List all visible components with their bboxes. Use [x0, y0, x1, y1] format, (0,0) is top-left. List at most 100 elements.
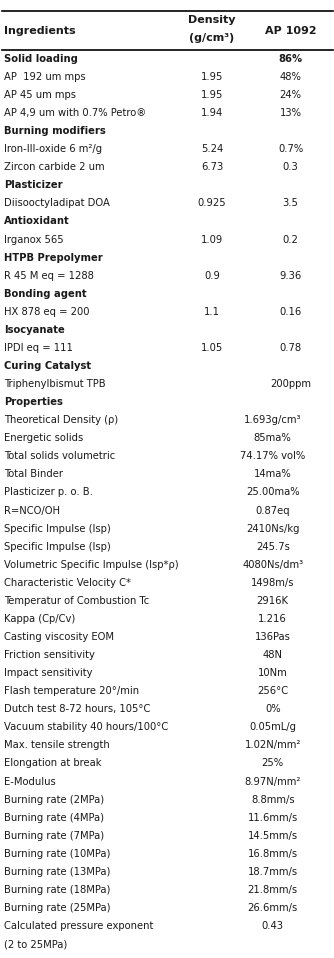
Text: AP 1092: AP 1092	[265, 26, 316, 35]
Text: 0.16: 0.16	[280, 307, 302, 317]
Text: 74.17% vol%: 74.17% vol%	[240, 451, 305, 462]
Text: (2 to 25MPa): (2 to 25MPa)	[4, 939, 67, 949]
Text: Temperatur of Combustion Tc: Temperatur of Combustion Tc	[4, 596, 149, 605]
Text: Total Binder: Total Binder	[4, 469, 63, 479]
Text: R 45 M eq = 1288: R 45 M eq = 1288	[4, 271, 94, 281]
Text: Zircon carbide 2 um: Zircon carbide 2 um	[4, 162, 105, 172]
Text: 5.24: 5.24	[201, 145, 223, 154]
Text: Dutch test 8-72 hours, 105°C: Dutch test 8-72 hours, 105°C	[4, 704, 150, 715]
Text: Specific Impulse (Isp): Specific Impulse (Isp)	[4, 541, 111, 552]
Text: 0.43: 0.43	[262, 921, 284, 931]
Text: Burning rate (2MPa): Burning rate (2MPa)	[4, 794, 104, 805]
Text: Plasticizer p. o. B.: Plasticizer p. o. B.	[4, 488, 93, 497]
Text: Vacuum stability 40 hours/100°C: Vacuum stability 40 hours/100°C	[4, 722, 168, 732]
Text: Characteristic Velocity C*: Characteristic Velocity C*	[4, 578, 131, 588]
Text: 200ppm: 200ppm	[270, 379, 311, 389]
Text: Curing Catalyst: Curing Catalyst	[4, 361, 91, 371]
Text: R=NCO/OH: R=NCO/OH	[4, 506, 60, 515]
Text: Kappa (Cp/Cv): Kappa (Cp/Cv)	[4, 614, 75, 624]
Text: Max. tensile strength: Max. tensile strength	[4, 741, 110, 750]
Text: 25.00ma%: 25.00ma%	[246, 488, 300, 497]
Text: 25%: 25%	[262, 759, 284, 768]
Text: Bonding agent: Bonding agent	[4, 288, 87, 299]
Text: 48%: 48%	[280, 72, 302, 82]
Text: 2410Ns/kg: 2410Ns/kg	[246, 524, 300, 534]
Text: Diisooctyladipat DOA: Diisooctyladipat DOA	[4, 198, 110, 209]
Text: 1.02N/mm²: 1.02N/mm²	[244, 741, 301, 750]
Text: 48N: 48N	[263, 650, 283, 660]
Text: HTPB Prepolymer: HTPB Prepolymer	[4, 253, 103, 262]
Text: 3.5: 3.5	[283, 198, 299, 209]
Text: 14.5mm/s: 14.5mm/s	[247, 831, 298, 841]
Text: 21.8mm/s: 21.8mm/s	[247, 885, 298, 895]
Text: 0.05mL/g: 0.05mL/g	[249, 722, 296, 732]
Text: Specific Impulse (Isp): Specific Impulse (Isp)	[4, 524, 111, 534]
Text: 0.2: 0.2	[283, 235, 299, 244]
Text: Total solids volumetric: Total solids volumetric	[4, 451, 115, 462]
Text: Properties: Properties	[4, 398, 63, 407]
Text: IPDI eq = 111: IPDI eq = 111	[4, 343, 73, 353]
Text: 14ma%: 14ma%	[254, 469, 292, 479]
Text: HX 878 eq = 200: HX 878 eq = 200	[4, 307, 90, 317]
Text: Impact sensitivity: Impact sensitivity	[4, 668, 93, 678]
Text: 1498m/s: 1498m/s	[251, 578, 295, 588]
Text: Burning modifiers: Burning modifiers	[4, 126, 106, 136]
Text: Burning rate (18MPa): Burning rate (18MPa)	[4, 885, 110, 895]
Text: Flash temperature 20°/min: Flash temperature 20°/min	[4, 686, 139, 696]
Text: 2916K: 2916K	[257, 596, 289, 605]
Text: 85ma%: 85ma%	[254, 433, 292, 444]
Text: Burning rate (25MPa): Burning rate (25MPa)	[4, 903, 111, 913]
Text: 6.73: 6.73	[201, 162, 223, 172]
Text: Solid loading: Solid loading	[4, 54, 78, 64]
Text: Energetic solids: Energetic solids	[4, 433, 83, 444]
Text: Plasticizer: Plasticizer	[4, 180, 63, 191]
Text: 0%: 0%	[265, 704, 281, 715]
Text: AP 4,9 um with 0.7% Petro®: AP 4,9 um with 0.7% Petro®	[4, 108, 146, 118]
Text: 0.7%: 0.7%	[278, 145, 303, 154]
Text: Volumetric Specific Impulse (Isp*ρ): Volumetric Specific Impulse (Isp*ρ)	[4, 559, 179, 570]
Text: Theoretical Density (ρ): Theoretical Density (ρ)	[4, 415, 118, 425]
Text: 0.9: 0.9	[204, 271, 220, 281]
Text: (g/cm³): (g/cm³)	[189, 33, 235, 42]
Text: 245.7s: 245.7s	[256, 541, 290, 552]
Text: 0.925: 0.925	[198, 198, 226, 209]
Text: 136Pas: 136Pas	[255, 632, 291, 642]
Text: 24%: 24%	[280, 90, 302, 100]
Text: 1.693g/cm³: 1.693g/cm³	[244, 415, 302, 425]
Text: Casting viscosity EOM: Casting viscosity EOM	[4, 632, 114, 642]
Text: 4080Ns/dm³: 4080Ns/dm³	[242, 559, 303, 570]
Text: 1.216: 1.216	[258, 614, 287, 624]
Text: Irganox 565: Irganox 565	[4, 235, 64, 244]
Text: 0.78: 0.78	[280, 343, 302, 353]
Text: Calculated pressure exponent: Calculated pressure exponent	[4, 921, 153, 931]
Text: 13%: 13%	[280, 108, 302, 118]
Text: 0.87eq: 0.87eq	[256, 506, 290, 515]
Text: 11.6mm/s: 11.6mm/s	[247, 812, 298, 823]
Text: 9.36: 9.36	[280, 271, 302, 281]
Text: 1.95: 1.95	[201, 90, 223, 100]
Text: 8.97N/mm²: 8.97N/mm²	[244, 777, 301, 787]
Text: Burning rate (4MPa): Burning rate (4MPa)	[4, 812, 104, 823]
Text: Isocyanate: Isocyanate	[4, 325, 65, 335]
Text: Antioxidant: Antioxidant	[4, 217, 70, 226]
Text: Triphenylbismut TPB: Triphenylbismut TPB	[4, 379, 106, 389]
Text: 1.95: 1.95	[201, 72, 223, 82]
Text: 16.8mm/s: 16.8mm/s	[247, 849, 298, 858]
Text: Ingredients: Ingredients	[4, 26, 75, 35]
Text: 256°C: 256°C	[257, 686, 288, 696]
Text: Burning rate (7MPa): Burning rate (7MPa)	[4, 831, 104, 841]
Text: AP 45 um mps: AP 45 um mps	[4, 90, 76, 100]
Text: E-Modulus: E-Modulus	[4, 777, 56, 787]
Text: 1.09: 1.09	[201, 235, 223, 244]
Text: 86%: 86%	[279, 54, 303, 64]
Text: 0.3: 0.3	[283, 162, 299, 172]
Text: Burning rate (10MPa): Burning rate (10MPa)	[4, 849, 110, 858]
Text: 1.94: 1.94	[201, 108, 223, 118]
Text: Elongation at break: Elongation at break	[4, 759, 102, 768]
Text: Burning rate (13MPa): Burning rate (13MPa)	[4, 867, 110, 877]
Text: 10Nm: 10Nm	[258, 668, 288, 678]
Text: Density: Density	[188, 15, 236, 25]
Text: 18.7mm/s: 18.7mm/s	[247, 867, 298, 877]
Text: Friction sensitivity: Friction sensitivity	[4, 650, 95, 660]
Text: 26.6mm/s: 26.6mm/s	[247, 903, 298, 913]
